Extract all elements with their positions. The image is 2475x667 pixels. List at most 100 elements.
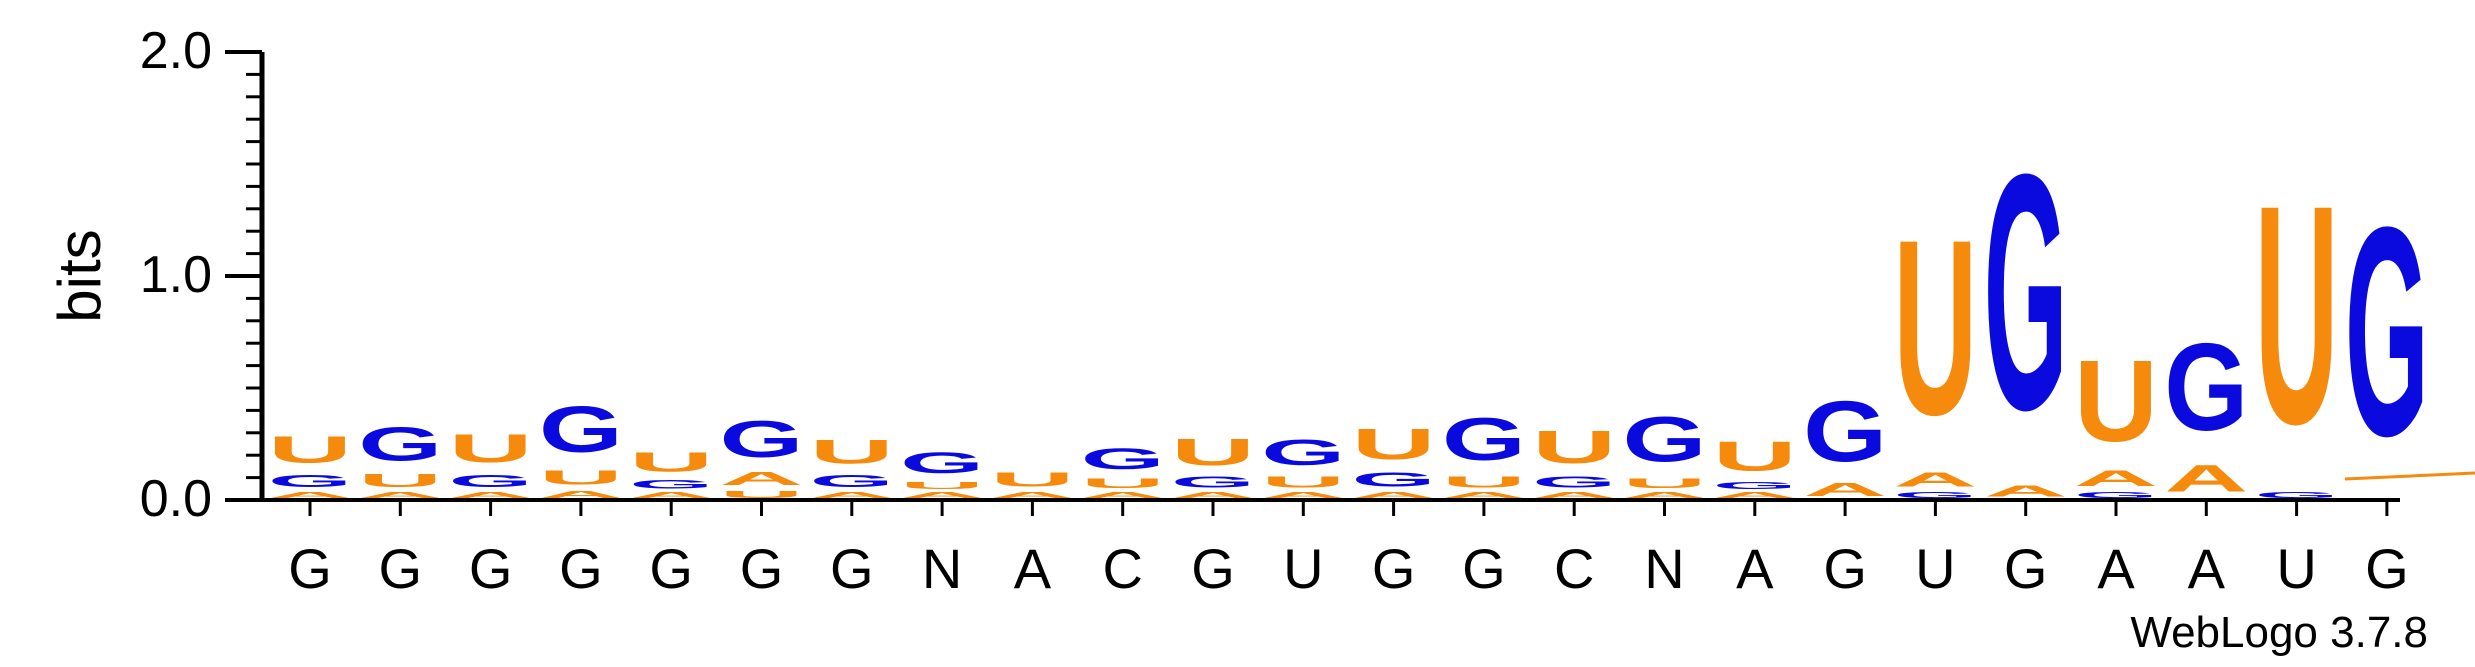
x-tick-label: G — [1191, 537, 1235, 600]
logo-letter-a: A — [1532, 491, 1616, 500]
logo-letter-u: U — [1261, 473, 1345, 491]
logo-letter-g: G — [1442, 406, 1526, 473]
logo-letter-a: A — [1984, 482, 2068, 500]
logo-letter-u: U — [1893, 188, 1977, 468]
logo-letter-u: U — [2074, 336, 2158, 466]
x-tick-label: U — [2276, 537, 2316, 600]
logo-letter-u: U — [1081, 475, 1165, 491]
x-tick-label: G — [2004, 537, 2048, 600]
logo-letter-a: A — [2164, 458, 2248, 500]
logo-letter-a: A — [449, 491, 533, 500]
logo-letter-a: A — [900, 491, 984, 500]
y-tick-label: 2.0 — [140, 22, 212, 80]
logo-letter-u: U — [810, 433, 894, 471]
x-tick-label: U — [1283, 537, 1323, 600]
logo-letter-g: G — [1261, 433, 1345, 473]
logo-letter-a: A — [1081, 491, 1165, 500]
logo-letter-a: A — [1623, 491, 1707, 500]
logo-letter-a: A — [539, 489, 623, 500]
logo-letter-u: U — [990, 468, 1074, 491]
x-tick-label: N — [922, 537, 962, 600]
logo-letter-g: G — [2074, 491, 2158, 500]
logo-letter-u: U — [1713, 433, 1797, 480]
logo-letter-g: G — [1713, 480, 1797, 491]
logo-letter-a: A — [2074, 466, 2158, 491]
x-tick-label: G — [2365, 537, 2409, 600]
trailing-orange-line — [2344, 471, 2475, 481]
logo-letter-g: G — [1623, 404, 1707, 475]
logo-letter-a: A — [1352, 491, 1436, 500]
y-axis — [225, 50, 265, 502]
logo-letter-g: G — [2164, 318, 2248, 457]
logo-letter-u: U — [1171, 431, 1255, 473]
logo-letter-a: A — [1713, 491, 1797, 500]
logo-letter-a: A — [1803, 480, 1887, 500]
logo-letter-a: A — [990, 491, 1074, 500]
logo-letter-g: G — [1352, 469, 1436, 491]
x-tick-label: C — [1102, 537, 1142, 600]
logo-letter-u: U — [358, 471, 442, 491]
logo-letter-g: G — [629, 478, 713, 491]
y-tick-label: 0.0 — [140, 470, 212, 528]
logo-letter-g: G — [1803, 383, 1887, 479]
credit-label: WebLogo 3.7.8 — [2130, 608, 2428, 657]
logo-letter-a: A — [1442, 491, 1526, 500]
y-tick-label: 1.0 — [140, 246, 212, 304]
x-tick-label: G — [379, 537, 423, 600]
x-tick-label: G — [559, 537, 603, 600]
logo-letter-u: U — [1532, 421, 1616, 472]
logo-letter-g: G — [358, 417, 442, 471]
logo-letter-u: U — [449, 426, 533, 471]
logo-letter-a: A — [1893, 468, 1977, 491]
logo-letter-u: U — [720, 489, 804, 500]
x-tick-label: A — [1014, 537, 1052, 600]
x-tick-label: G — [288, 537, 332, 600]
logo-letter-g: G — [900, 446, 984, 480]
letter-stacks: AGUAUGAGUAUGAGUUAGAGUAUGAUAUGAGUAUGAGUAU… — [268, 104, 2429, 500]
logo-letter-g: G — [1532, 473, 1616, 491]
logo-letter-u: U — [2255, 140, 2339, 489]
logo-letter-g: G — [2345, 166, 2429, 498]
logo-letter-a: A — [358, 491, 442, 500]
logo-letter-g: G — [1984, 104, 2068, 480]
logo-letter-a: A — [1261, 491, 1345, 500]
logo-letter-g: G — [810, 471, 894, 491]
x-tick-label: G — [1823, 537, 1867, 600]
x-tick-label: A — [1736, 537, 1774, 600]
logo-letter-g: G — [539, 392, 623, 466]
logo-letter-a: A — [1171, 491, 1255, 500]
y-tick-labels: 2.0 1.0 0.0 — [140, 22, 212, 528]
x-tick-label: A — [2188, 537, 2226, 600]
x-tick-label: G — [1462, 537, 1506, 600]
logo-letter-g: G — [268, 471, 352, 491]
logo-letter-a: A — [720, 469, 804, 489]
logo-letter-g: G — [1893, 491, 1977, 500]
x-tick-label: C — [1554, 537, 1594, 600]
logo-letter-u: U — [900, 480, 984, 491]
x-tick-label: G — [830, 537, 874, 600]
x-tick-label: G — [740, 537, 784, 600]
logo-letter-u: U — [1623, 475, 1707, 491]
y-axis-label: bits — [46, 229, 113, 322]
x-tick-label: N — [1644, 537, 1684, 600]
x-tick-label: G — [1372, 537, 1416, 600]
logo-letter-g: G — [449, 471, 533, 491]
logo-letter-u: U — [629, 446, 713, 477]
logo-letter-a: A — [268, 491, 352, 500]
logo-letter-u: U — [539, 466, 623, 489]
x-ticks — [308, 500, 2389, 516]
logo-letter-g: G — [2255, 491, 2339, 500]
logo-letter-a: A — [810, 491, 894, 500]
x-tick-label: G — [649, 537, 693, 600]
logo-letter-a: A — [629, 491, 713, 500]
logo-letter-u: U — [268, 429, 352, 471]
logo-letter-u: U — [1352, 419, 1436, 469]
logo-letter-g: G — [1171, 473, 1255, 491]
logo-letter-u: U — [1442, 473, 1526, 491]
logo-letter-g: G — [720, 410, 804, 468]
logo-letter-g: G — [1081, 442, 1165, 476]
x-tick-label: G — [469, 537, 513, 600]
x-tick-label: U — [1915, 537, 1955, 600]
